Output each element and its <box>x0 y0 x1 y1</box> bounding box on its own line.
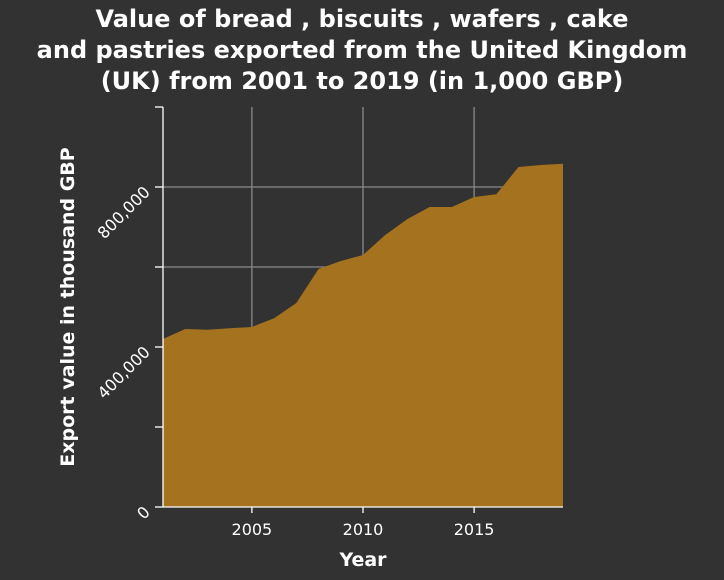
series-area <box>163 163 563 508</box>
axes <box>155 106 563 513</box>
y-axis-title: Export value in thousand GBP <box>57 147 79 466</box>
x-axis-title: Year <box>338 549 387 571</box>
y-tick-label-1: 400,000 <box>94 342 154 402</box>
x-tick-label-2: 2015 <box>454 520 495 539</box>
x-tick-label-0: 2005 <box>232 520 273 539</box>
x-tick-label-1: 2010 <box>343 520 384 539</box>
y-tick-label-2: 800,000 <box>94 182 154 242</box>
chart-title: Value of bread , biscuits , wafers , cak… <box>36 5 688 95</box>
y-tick-labels: 0 400,000 800,000 <box>94 182 154 523</box>
y-tick-label-0: 0 <box>133 502 154 523</box>
x-tick-labels: 2005 2010 2015 <box>232 520 495 539</box>
